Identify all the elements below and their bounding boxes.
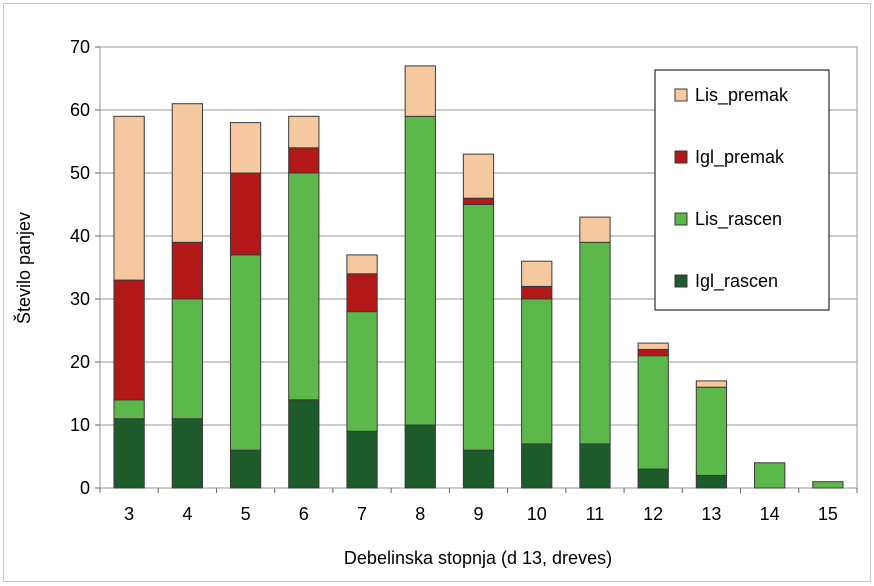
y-axis-ticks: 0 10 20 30 40 50 60 70 xyxy=(70,37,100,498)
legend: Lis_premak Igl_premak Lis_rascen Igl_rascen xyxy=(654,69,830,311)
bar-segment-lis-rascen-7 xyxy=(346,311,378,432)
y-tick-label: 70 xyxy=(70,37,90,57)
x-tick-label: 9 xyxy=(473,504,483,524)
x-tick-label: 3 xyxy=(124,504,134,524)
bars xyxy=(113,65,844,489)
y-tick-label: 30 xyxy=(70,289,90,309)
y-tick-label: 50 xyxy=(70,163,90,183)
bar-segment-igl-rascen-7 xyxy=(346,430,378,489)
x-tick-label: 8 xyxy=(415,504,425,524)
legend-swatch-igl-rascen xyxy=(674,274,688,288)
bar-segment-lis-rascen-11 xyxy=(579,241,611,445)
stacked-bar-chart: 0 10 20 30 40 50 60 70 3 4 5 6 7 8 9 10 11 12 13 14 15 Štev… xyxy=(13,37,858,568)
x-tick-label: 6 xyxy=(299,504,309,524)
bar-segment-igl-premak-4 xyxy=(171,241,203,300)
legend-swatch-lis-rascen xyxy=(674,212,688,226)
bar-segment-lis-rascen-4 xyxy=(171,298,203,420)
bar-segment-igl-rascen-10 xyxy=(521,443,553,489)
bar-segment-igl-premak-6 xyxy=(288,147,320,174)
legend-box xyxy=(654,69,830,311)
bar-segment-lis-premak-7 xyxy=(346,254,378,275)
x-axis-ticks: 3 4 5 6 7 8 9 10 11 12 13 14 15 xyxy=(99,488,858,524)
bar-segment-lis-premak-5 xyxy=(229,122,262,174)
bar-segment-igl-rascen-3 xyxy=(113,418,145,489)
bar-segment-lis-premak-6 xyxy=(288,115,320,149)
bar-segment-igl-premak-10 xyxy=(521,285,553,300)
bar-segment-lis-rascen-8 xyxy=(404,115,436,426)
bar-segment-lis-rascen-6 xyxy=(288,172,320,401)
bar-segment-lis-rascen-3 xyxy=(113,399,145,420)
x-tick-label: 5 xyxy=(241,504,251,524)
bar-segment-lis-premak-3 xyxy=(113,115,145,281)
bar-segment-igl-rascen-5 xyxy=(229,449,262,489)
bar-segment-lis-rascen-9 xyxy=(462,204,495,451)
bar-segment-lis-premak-11 xyxy=(579,216,611,243)
y-tick-label: 20 xyxy=(70,352,90,372)
bar-segment-igl-rascen-11 xyxy=(579,443,611,489)
bar-segment-lis-premak-13 xyxy=(695,380,728,388)
bar-segment-igl-rascen-13 xyxy=(695,474,728,489)
bar-segment-igl-premak-5 xyxy=(229,172,262,256)
bar-segment-igl-premak-12 xyxy=(637,348,669,357)
legend-swatch-igl-premak xyxy=(674,150,688,164)
y-tick-label: 10 xyxy=(70,415,90,435)
legend-label-lis-premak: Lis_premak xyxy=(695,85,789,106)
legend-label-igl-premak: Igl_premak xyxy=(695,147,785,168)
bar-segment-igl-rascen-9 xyxy=(462,449,495,489)
legend-label-igl-rascen: Igl_rascen xyxy=(695,271,778,292)
bar-segment-igl-rascen-6 xyxy=(288,399,320,489)
bar-segment-igl-premak-9 xyxy=(462,197,495,205)
bar-segment-lis-premak-10 xyxy=(521,260,553,287)
y-tick-label: 0 xyxy=(80,478,90,498)
x-axis-title: Debelinska stopnja (d 13, dreves) xyxy=(344,548,612,568)
x-tick-label: 15 xyxy=(818,504,838,524)
x-tick-label: 12 xyxy=(643,504,663,524)
x-tick-label: 10 xyxy=(527,504,547,524)
x-tick-label: 7 xyxy=(357,504,367,524)
bar-segment-lis-rascen-15 xyxy=(812,481,844,489)
bar-segment-lis-premak-4 xyxy=(171,103,203,243)
y-axis-title: Število panjev xyxy=(13,212,34,324)
bar-segment-lis-rascen-13 xyxy=(695,386,728,476)
bar-segment-igl-rascen-4 xyxy=(171,418,203,489)
legend-swatch-lis-premak xyxy=(674,88,688,102)
bar-segment-lis-premak-8 xyxy=(404,65,436,117)
y-tick-label: 60 xyxy=(70,100,90,120)
x-tick-label: 13 xyxy=(701,504,721,524)
chart-frame: 0 10 20 30 40 50 60 70 3 4 5 6 7 8 9 10 11 12 13 14 15 Štev… xyxy=(3,3,871,582)
bar-segment-lis-rascen-12 xyxy=(637,355,669,470)
x-tick-label: 4 xyxy=(182,504,192,524)
bar-segment-lis-premak-12 xyxy=(637,342,669,350)
legend-label-lis-rascen: Lis_rascen xyxy=(695,209,782,230)
bar-segment-igl-rascen-8 xyxy=(404,424,436,489)
y-tick-label: 40 xyxy=(70,226,90,246)
bar-segment-lis-rascen-14 xyxy=(754,462,786,489)
bar-segment-lis-premak-9 xyxy=(462,153,495,199)
x-tick-label: 11 xyxy=(586,504,605,524)
bar-segment-lis-rascen-10 xyxy=(521,298,553,445)
bar-segment-lis-rascen-5 xyxy=(229,254,262,451)
bar-segment-igl-premak-7 xyxy=(346,273,378,313)
bar-segment-igl-rascen-12 xyxy=(637,468,669,489)
bar-segment-igl-premak-3 xyxy=(113,279,145,401)
x-tick-label: 14 xyxy=(760,504,780,524)
